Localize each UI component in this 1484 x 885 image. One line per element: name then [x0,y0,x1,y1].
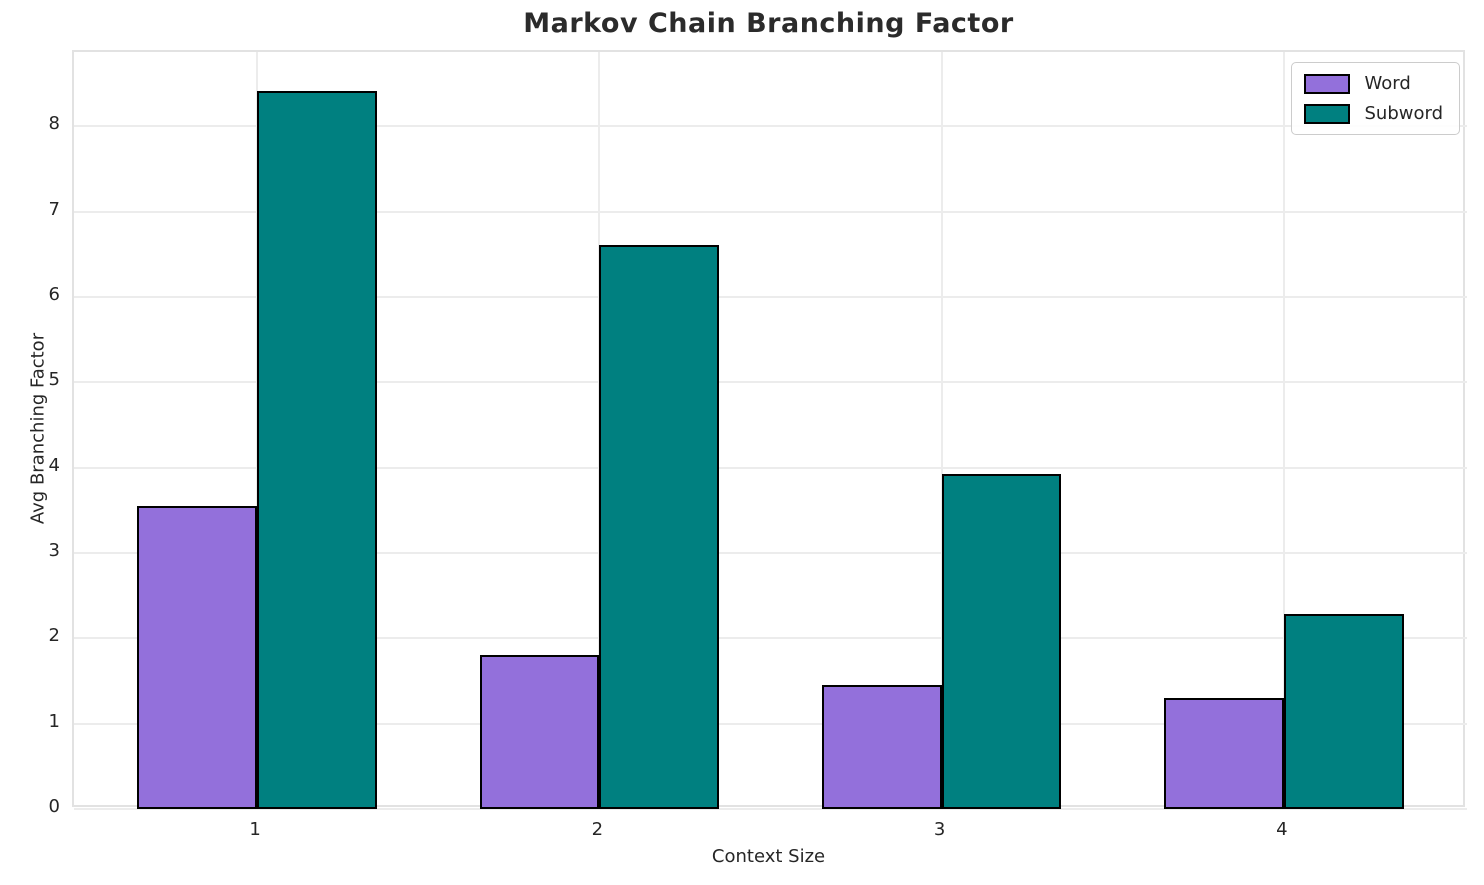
bar-word-1 [137,506,258,809]
gridline-vertical [1282,52,1285,809]
gridline-horizontal [74,722,1467,725]
y-tick-label: 4 [48,454,60,476]
legend-swatch-word-icon [1304,73,1351,94]
legend-swatch-subword-icon [1304,103,1351,124]
x-tick-label: 3 [933,819,946,840]
gridline-horizontal [74,551,1467,554]
legend-item-subword: Subword [1304,103,1443,124]
gridline-horizontal [74,637,1467,640]
bar-subword-1 [257,91,377,809]
legend-label-subword: Subword [1364,103,1443,124]
bar-subword-2 [599,244,720,809]
x-tick-label: 1 [249,819,261,840]
y-tick-label: 7 [48,198,60,220]
legend: Word Subword [1291,62,1460,135]
gridline-horizontal [74,295,1467,298]
bar-word-4 [1164,698,1284,809]
gridline-vertical [940,52,943,809]
gridline-horizontal [74,381,1467,384]
bar-word-2 [479,654,600,809]
y-tick-label: 1 [48,710,60,732]
gridline-horizontal [74,808,1467,810]
legend-label-word: Word [1364,73,1411,94]
legend-item-word: Word [1304,73,1443,94]
y-tick-label: 2 [48,625,60,647]
x-tick-label: 4 [1276,819,1288,840]
y-tick-label: 8 [48,113,60,135]
x-tick-label: 2 [591,819,604,840]
y-tick-label: 3 [48,539,60,561]
gridline-horizontal [74,125,1467,128]
bar-word-3 [821,685,942,809]
chart-title: Markov Chain Branching Factor [523,8,1014,39]
gridline-horizontal [74,466,1467,469]
y-axis-label: Avg Branching Factor [27,332,49,525]
bar-subword-4 [1283,613,1404,809]
bar-subword-3 [941,473,1062,809]
gridline-horizontal [74,210,1467,213]
y-tick-label: 6 [48,283,60,305]
y-tick-label: 0 [48,796,60,817]
plot-area [72,50,1467,810]
y-tick-label: 5 [48,369,60,391]
x-axis-label: Context Size [711,846,826,867]
